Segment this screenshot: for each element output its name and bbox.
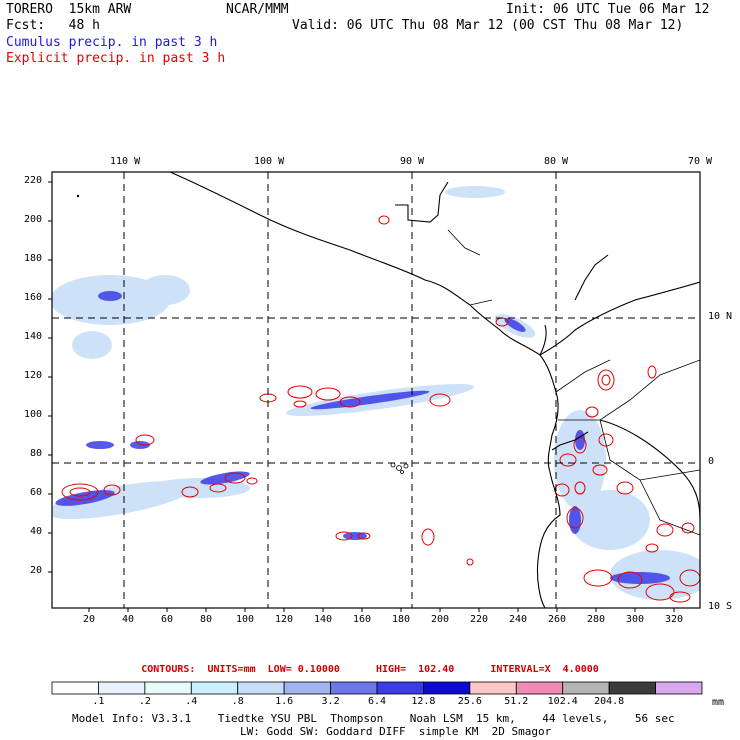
lon-label-110w: 110 W [110,156,141,167]
colorbar-swatch [98,681,146,695]
colorbar-swatch [330,681,378,695]
colorbar-swatch [608,681,656,695]
x-tick: 120 [275,614,294,625]
colorbar-label: 1.6 [275,696,294,707]
colorbar-label: .4 [185,696,198,707]
tick-marks [48,181,675,612]
colorbar-swatch [515,681,564,695]
colorbar-unit: mm [712,697,725,708]
lat-label-0: 0 [708,456,715,467]
y-tick: 80 [30,448,43,459]
x-tick: 220 [470,614,489,625]
y-tick: 20 [30,565,43,576]
x-tick: 180 [392,614,411,625]
x-tick: 300 [626,614,645,625]
x-tick: 260 [548,614,567,625]
y-tick: 160 [24,292,43,303]
colorbar-label: .2 [138,696,151,707]
x-tick: 140 [314,614,333,625]
x-tick: 200 [431,614,450,625]
y-tick: 220 [24,175,43,186]
colorbar-label: 25.6 [457,696,482,707]
model-info-line1: Model Info: V3.3.1 Tiedtke YSU PBL Thomp… [72,712,675,725]
x-tick: 40 [122,614,135,625]
x-tick: 100 [236,614,255,625]
colorbar-swatch [562,681,610,695]
colorbar-swatch [190,681,239,695]
y-tick: 60 [30,487,43,498]
x-tick: 80 [200,614,213,625]
y-tick: 200 [24,214,43,225]
country-borders [447,229,700,536]
lon-label-80w: 80 W [544,156,569,167]
galapagos-islands [390,462,409,474]
x-tick: 280 [587,614,606,625]
colorbar-label: 3.2 [321,696,340,707]
y-tick: 140 [24,331,43,342]
legend-explicit: Explicit precip. in past 3 h [6,51,226,66]
x-tick: 320 [665,614,684,625]
lon-label-100w: 100 W [254,156,285,167]
colorbar-label: 102.4 [547,696,578,707]
graticule [52,172,700,608]
colorbar-label: 6.4 [367,696,387,707]
x-tick: 20 [83,614,96,625]
lon-label-90w: 90 W [400,156,425,167]
lat-label-10n: 10 N [708,311,733,322]
colorbar-label: .8 [231,696,244,707]
island-dot [76,194,80,198]
explicit-precip-contours [61,215,700,603]
colorbar-swatch [237,681,285,695]
colorbar-label: 51.2 [504,696,529,707]
valid-time: Valid: 06 UTC Thu 08 Mar 12 (00 CST Thu … [292,18,684,33]
y-tick: 180 [24,253,43,264]
x-tick: 160 [353,614,372,625]
lat-label-10s: 10 S [708,601,733,612]
x-tick: 60 [161,614,174,625]
x-tick: 240 [509,614,528,625]
model-info-line2: LW: Godd SW: Goddard DIFF simple KM 2D S… [240,725,552,738]
colorbar-label: 12.8 [411,696,436,707]
lon-label-70w: 70 W [688,156,713,167]
colorbar-label: .1 [92,696,105,707]
y-tick: 100 [24,409,43,420]
colorbar-swatch [376,681,424,695]
organization: NCAR/MMM [226,2,289,17]
colorbar [51,681,703,695]
init-time: Init: 06 UTC Tue 06 Mar 12 [506,2,710,17]
colorbar-swatch [144,681,192,695]
map-frame [51,171,701,609]
colorbar-swatch [283,681,331,695]
y-tick: 120 [24,370,43,381]
contours-info: CONTOURS: UNITS=mm LOW= 0.10000 HIGH= 10… [141,664,599,675]
legend-cumulus: Cumulus precip. in past 3 h [6,35,218,50]
colorbar-label: 204.8 [594,696,625,707]
colorbar-swatch [469,681,517,695]
colorbar-swatch [655,681,703,695]
colorbar-swatch [423,681,471,695]
y-tick: 40 [30,526,43,537]
forecast-hour: Fcst: 48 h [6,18,100,33]
model-title: TORERO 15km ARW [6,2,132,17]
colorbar-swatch [51,681,99,695]
